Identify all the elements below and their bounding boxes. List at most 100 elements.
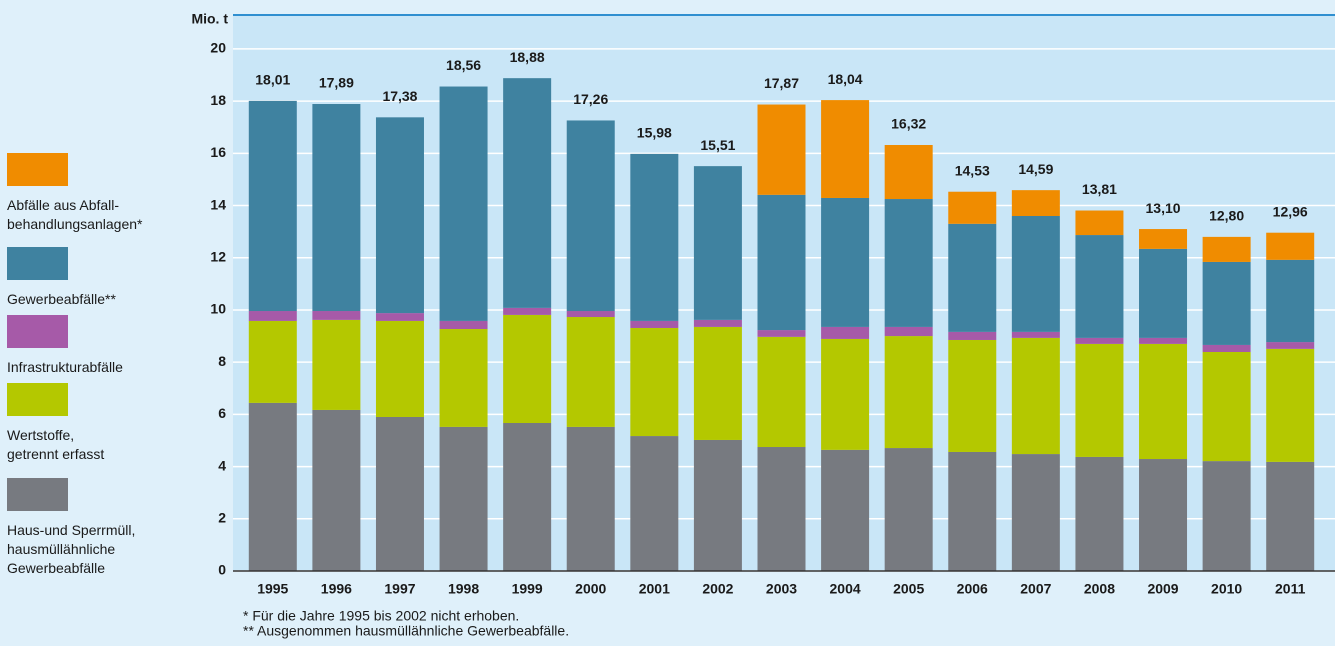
legend-item: Wertstoffe, getrennt erfasst [7,383,104,464]
total-label: 17,87 [764,75,799,91]
bar-segment [1266,342,1315,349]
x-tick-label: 2003 [766,581,797,597]
y-tick-label: 2 [218,509,226,525]
bar-segment [757,194,806,331]
bar-segment [1202,261,1251,345]
bar-segment [1075,343,1124,457]
legend-swatch [7,315,68,348]
bar-segment [1011,190,1060,216]
legend-label: Abfälle aus Abfall- behandlungsanlagen* [7,197,143,232]
bar-segment [630,320,679,328]
bar-segment [503,307,552,315]
bar-segment [1075,210,1124,236]
legend-item: Haus-und Sperrmüll, hausmüllähnliche Gew… [7,478,135,578]
legend-label: Infrastrukturabfälle [7,359,123,375]
y-tick-label: 10 [210,301,226,317]
bar-segment [1266,461,1315,571]
bar-segment [312,104,361,312]
x-tick-label: 2004 [830,581,861,597]
total-label: 13,81 [1082,181,1117,197]
x-tick-label: 2002 [702,581,733,597]
bar-segment [566,426,615,571]
bar-segment [821,326,870,339]
bar-segment [757,330,806,337]
bar-segment [821,449,870,571]
bar-segment [1202,351,1251,462]
bar-segment [821,100,870,198]
x-tick-label: 2001 [639,581,670,597]
y-tick-label: 0 [218,562,226,578]
total-label: 18,88 [510,49,545,65]
bar-segment [693,166,742,320]
total-label: 14,59 [1018,161,1053,177]
bar-segment [1266,232,1315,260]
bar-segment [439,86,488,321]
bar-segment [439,426,488,571]
bar-segment [821,197,870,327]
legend-swatch [7,478,68,511]
bar-segment [566,317,615,427]
bar-segment [948,223,997,332]
bar-segment [948,191,997,224]
bar-segment [1202,236,1251,262]
bar-segment [630,327,679,437]
bar-segment [948,451,997,571]
y-tick-label: 14 [210,196,226,212]
total-label: 17,38 [382,88,417,104]
x-tick-label: 2006 [957,581,988,597]
legend-label: Haus-und Sperrmüll, hausmüllähnliche Gew… [7,522,136,576]
bar-segment [1139,248,1188,338]
total-label: 12,96 [1273,203,1308,219]
bar-segment [566,120,615,312]
legend-item: Abfälle aus Abfall- behandlungsanlagen* [7,153,142,234]
footnote: * Für die Jahre 1995 bis 2002 nicht erho… [243,608,519,624]
x-tick-label: 1995 [257,581,288,597]
y-tick-label: 18 [210,92,226,108]
legend-item: Gewerbeabfälle** [7,247,116,309]
bar-segment [375,416,424,571]
total-label: 12,80 [1209,208,1244,224]
bar-segment [439,329,488,427]
bar-segment [1139,229,1188,249]
bar-segment [1139,459,1188,571]
bar-segment [312,319,361,410]
bar-segment [884,448,933,571]
total-label: 18,01 [255,72,290,88]
legend-label: Gewerbeabfälle** [7,291,116,307]
bar-segment [884,144,933,200]
bar-segment [1075,456,1124,571]
bar-segment [1202,344,1251,352]
x-tick-label: 1998 [448,581,479,597]
bar-segment [1075,235,1124,338]
bar-segment [439,320,488,330]
total-label: 18,56 [446,57,481,73]
total-label: 15,51 [700,137,735,153]
bar-segment [948,331,997,340]
y-tick-label: 8 [218,353,226,369]
bar-segment [1266,348,1315,462]
bar-segment [630,436,679,571]
bar-segment [375,313,424,321]
bar-segment [1075,337,1124,344]
y-tick-label: 20 [210,40,226,56]
x-tick-label: 2000 [575,581,606,597]
total-label: 14,53 [955,162,990,178]
bar-segment [248,320,297,403]
bar-segment [248,311,297,321]
y-tick-label: 6 [218,405,226,421]
x-tick-label: 1999 [512,581,543,597]
bar-segment [1139,343,1188,460]
total-label: 15,98 [637,125,672,141]
bar-segment [757,104,806,195]
bar-segment [693,439,742,571]
x-tick-label: 2008 [1084,581,1115,597]
total-label: 18,04 [828,71,863,87]
legend-swatch [7,383,68,416]
legend-swatch [7,247,68,280]
y-tick-label: 16 [210,144,226,160]
x-tick-label: 2005 [893,581,924,597]
bar-segment [693,326,742,440]
total-label: 13,10 [1146,200,1181,216]
x-tick-label: 2010 [1211,581,1242,597]
total-label: 16,32 [891,116,926,132]
